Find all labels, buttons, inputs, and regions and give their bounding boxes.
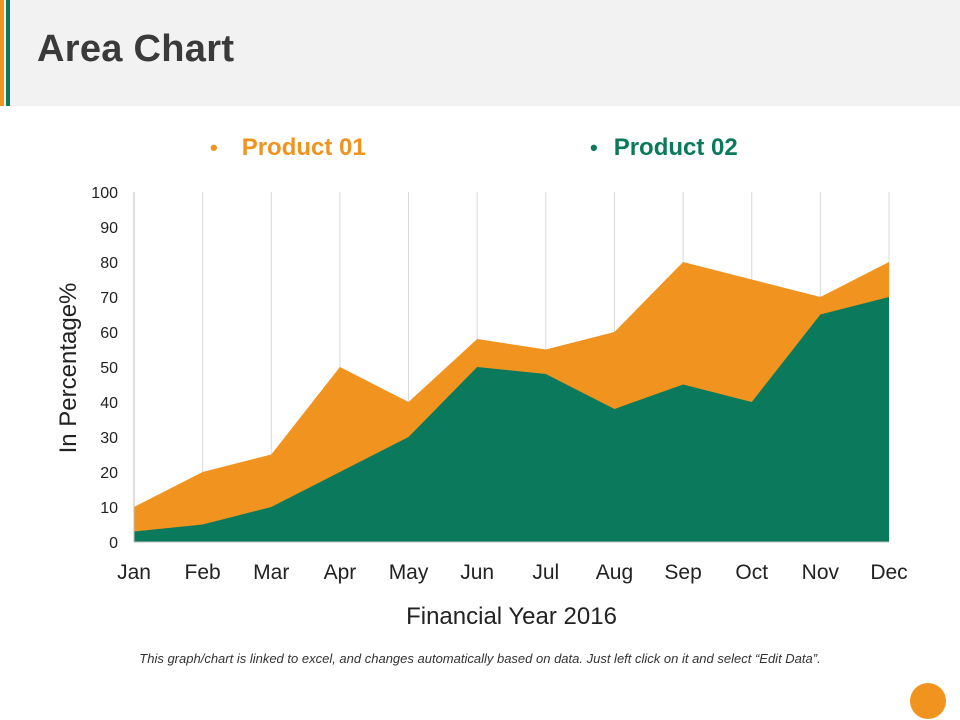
x-tick-label: Aug bbox=[596, 561, 633, 584]
footnote: This graph/chart is linked to excel, and… bbox=[139, 651, 821, 666]
area-product-02[interactable] bbox=[134, 297, 889, 542]
y-tick-label: 80 bbox=[100, 255, 118, 272]
y-tick-label: 0 bbox=[109, 535, 118, 552]
y-tick-label: 50 bbox=[100, 360, 118, 377]
accent-bar-orange bbox=[0, 0, 4, 106]
legend-item-product-02[interactable]: • Product 02 bbox=[590, 134, 738, 162]
legend-item-product-01[interactable]: • Product 01 bbox=[210, 134, 366, 162]
x-tick-label: Jul bbox=[532, 561, 559, 584]
header: Area Chart bbox=[0, 0, 960, 106]
x-tick-label: Nov bbox=[802, 561, 840, 584]
legend-label-product-01: Product 01 bbox=[241, 134, 366, 161]
accent-bar-green bbox=[6, 0, 10, 106]
corner-decoration-dot bbox=[910, 683, 946, 719]
y-tick-label: 100 bbox=[91, 185, 118, 202]
page-title: Area Chart bbox=[37, 28, 235, 70]
y-tick-label: 90 bbox=[100, 220, 118, 237]
legend-bullet-product-02: • bbox=[590, 135, 598, 160]
y-tick-label: 60 bbox=[100, 325, 118, 342]
x-tick-label: Jun bbox=[460, 561, 494, 584]
x-axis-title: Financial Year 2016 bbox=[406, 603, 617, 630]
legend-bullet-product-01: • bbox=[210, 135, 218, 160]
legend-label-product-02: Product 02 bbox=[613, 134, 738, 161]
x-tick-label: May bbox=[389, 561, 429, 584]
x-tick-label: Oct bbox=[735, 561, 768, 584]
x-tick-label: Dec bbox=[870, 561, 907, 584]
x-tick-label: Feb bbox=[185, 561, 221, 584]
y-tick-label: 10 bbox=[100, 500, 118, 517]
x-tick-label: Jan bbox=[117, 561, 151, 584]
x-tick-label: Mar bbox=[253, 561, 289, 584]
y-tick-label: 40 bbox=[100, 395, 118, 412]
x-tick-label: Apr bbox=[324, 561, 357, 584]
y-tick-label: 70 bbox=[100, 290, 118, 307]
y-tick-label: 20 bbox=[100, 465, 118, 482]
y-tick-label: 30 bbox=[100, 430, 118, 447]
x-tick-label: Sep bbox=[664, 561, 701, 584]
y-axis-title: In Percentage% bbox=[55, 283, 82, 454]
